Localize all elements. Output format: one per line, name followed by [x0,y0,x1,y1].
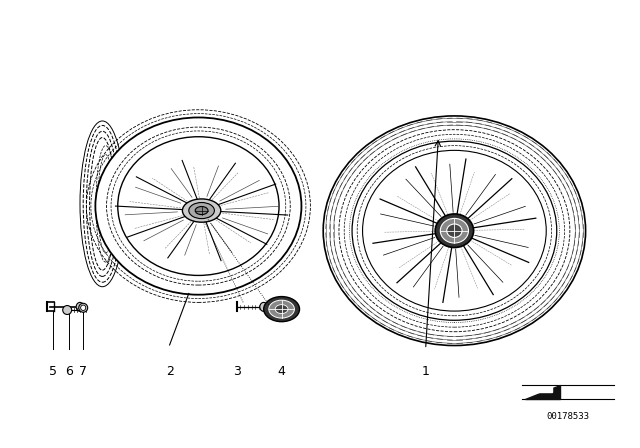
Ellipse shape [79,303,88,312]
Polygon shape [525,385,560,399]
Text: 3: 3 [233,365,241,379]
Ellipse shape [362,151,547,311]
Ellipse shape [195,207,208,215]
Text: 00178533: 00178533 [546,412,589,421]
Text: 1: 1 [422,365,429,379]
Ellipse shape [189,202,214,219]
Ellipse shape [118,137,279,276]
Ellipse shape [76,302,84,311]
Polygon shape [526,387,552,392]
Text: 6: 6 [65,365,73,379]
Ellipse shape [182,199,221,222]
Text: 4: 4 [278,365,285,379]
Ellipse shape [435,214,474,247]
Ellipse shape [63,306,72,314]
Ellipse shape [352,141,557,320]
Ellipse shape [275,305,288,314]
Ellipse shape [440,219,468,243]
Ellipse shape [323,116,586,345]
Text: 7: 7 [79,365,87,379]
Ellipse shape [269,300,294,318]
Ellipse shape [260,302,268,311]
Text: 2: 2 [166,365,173,379]
Ellipse shape [264,297,300,322]
Ellipse shape [95,117,301,295]
Text: 5: 5 [49,365,57,379]
Ellipse shape [447,224,462,237]
Ellipse shape [81,305,86,310]
